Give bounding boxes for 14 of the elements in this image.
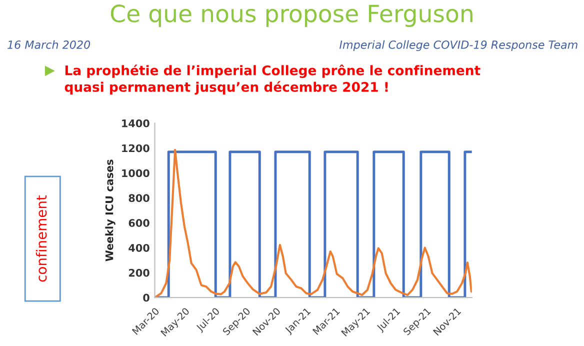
y-tick-label: 800: [128, 194, 150, 202]
y-axis-title: Weekly ICU cases: [105, 160, 116, 262]
text: La prophétie de l’imperial College prône le confinement quasi permanent jusqu’en décembre 2021 !: [64, 64, 480, 95]
text: 16 March 2020: [8, 40, 90, 49]
chart-title: Ce que nous propose Ferguson: [110, 4, 472, 27]
y-tick-label: 1200: [122, 144, 150, 152]
y-tick-label: 0: [143, 294, 150, 302]
y-tick-label: 1000: [122, 169, 150, 178]
y-tick-label: 200: [128, 268, 150, 277]
y-tick-label: 1400: [122, 119, 150, 128]
y-tick-label: 400: [128, 244, 150, 252]
text: Imperial College COVID-19 Response Team: [340, 40, 578, 52]
text: confinement: [36, 195, 47, 282]
y-tick-label: 600: [128, 219, 150, 227]
